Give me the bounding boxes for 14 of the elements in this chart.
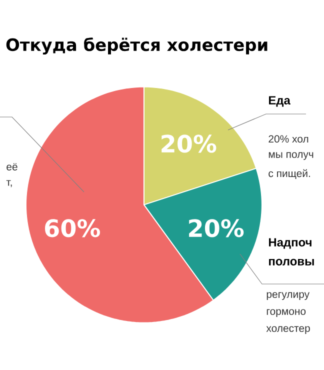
text: с пищей. — [268, 169, 310, 180]
text: регулиру — [266, 292, 310, 300]
text: холестер — [266, 326, 310, 334]
data-label: 20% — [162, 134, 216, 153]
text: мы получ — [268, 152, 314, 160]
data-label: 60% — [45, 219, 100, 238]
text: гормоно — [266, 309, 306, 317]
text: её — [6, 163, 18, 170]
slice-label: Еда — [268, 96, 290, 107]
slice-label: Надпоч половы — [268, 238, 314, 266]
text: т, — [6, 180, 12, 188]
chart-title: Откуда берётся холестери — [6, 37, 268, 55]
text: 20% хол — [268, 135, 308, 143]
data-label: 20% — [189, 219, 244, 238]
